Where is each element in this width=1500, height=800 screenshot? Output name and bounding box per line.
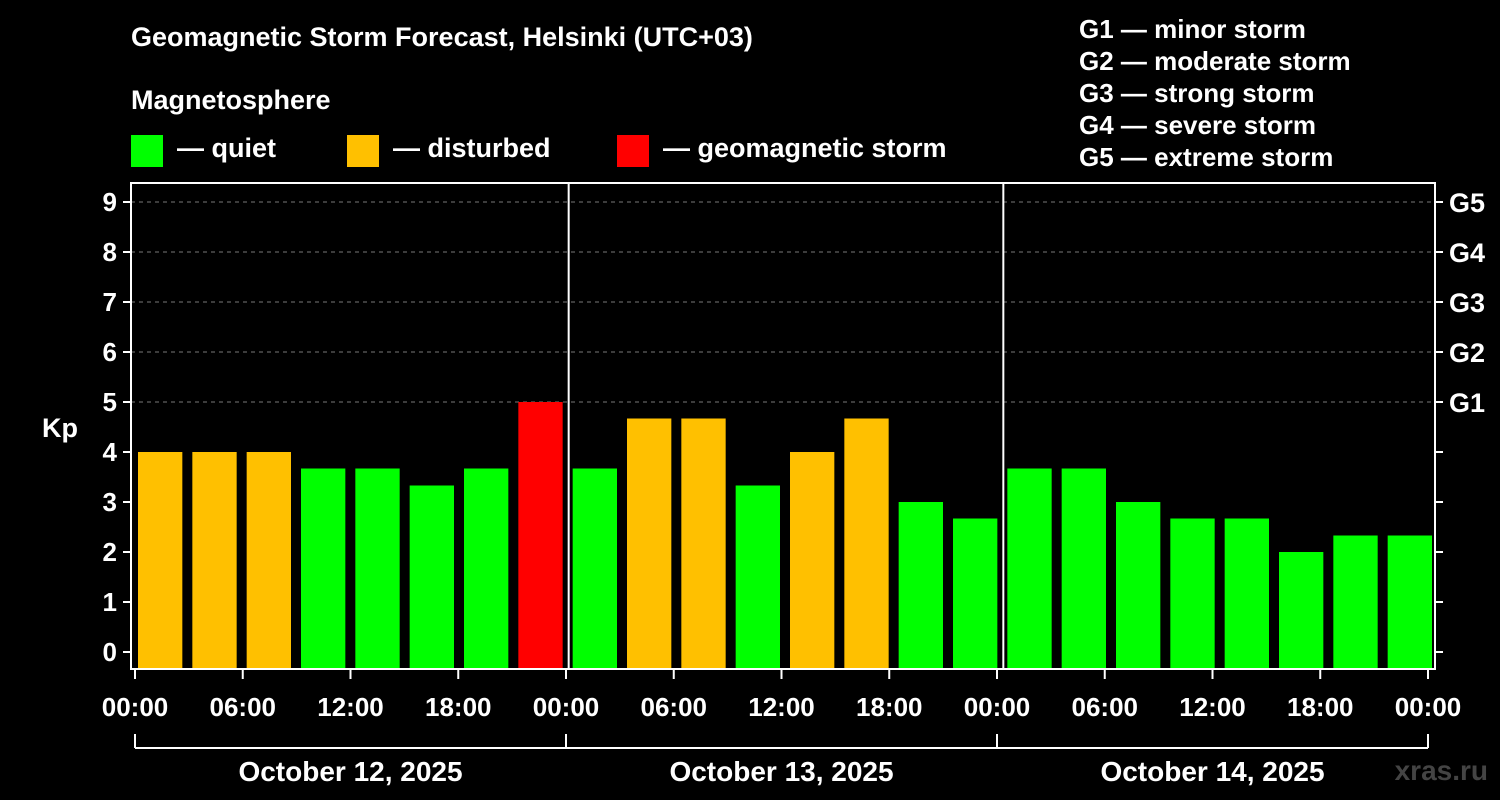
- x-tick-label: 06:00: [641, 692, 708, 722]
- kp-bar: [681, 418, 726, 669]
- kp-bar: [1387, 535, 1432, 669]
- x-tick-label: 18:00: [856, 692, 923, 722]
- x-tick-label: 00:00: [964, 692, 1031, 722]
- g-scale-g1: G1 — minor storm: [1079, 14, 1306, 44]
- y-axis-label: Kp: [42, 413, 78, 443]
- kp-bar: [192, 452, 237, 669]
- g-level-label: G2: [1449, 338, 1485, 368]
- watermark: xras.ru: [1394, 755, 1488, 786]
- legend-swatch-storm: [617, 135, 649, 167]
- kp-bar: [1007, 468, 1052, 669]
- y-tick-label: 4: [103, 437, 118, 467]
- kp-bar: [735, 485, 780, 669]
- g-level-label: G3: [1449, 288, 1485, 318]
- day-label: October 13, 2025: [669, 756, 893, 787]
- kp-bar: [301, 468, 346, 669]
- x-tick-label: 18:00: [425, 692, 492, 722]
- kp-bar: [1224, 518, 1269, 669]
- magnetosphere-title: Magnetosphere: [131, 85, 331, 115]
- kp-bar: [953, 518, 998, 669]
- g-scale-g3: G3 — strong storm: [1079, 78, 1315, 108]
- y-tick-label: 1: [103, 587, 117, 617]
- legend-label-quiet: — quiet: [177, 133, 276, 163]
- y-tick-label: 2: [103, 537, 117, 567]
- y-tick-label: 6: [103, 337, 117, 367]
- kp-bar: [1279, 552, 1324, 669]
- kp-bar: [1333, 535, 1378, 669]
- g-scale-legend: G1 — minor storm G2 — moderate storm G3 …: [1079, 13, 1351, 173]
- kp-bar: [355, 468, 400, 669]
- kp-bar: [464, 468, 509, 669]
- legend-swatch-disturbed: [347, 135, 379, 167]
- legend-swatch-quiet: [131, 135, 163, 167]
- kp-bar: [1170, 518, 1215, 669]
- day-label: October 12, 2025: [238, 756, 462, 787]
- g-level-label: G5: [1449, 188, 1485, 218]
- day-label: October 14, 2025: [1100, 756, 1324, 787]
- x-tick-label: 06:00: [210, 692, 277, 722]
- x-tick-label: 06:00: [1072, 692, 1139, 722]
- kp-bar: [790, 452, 835, 669]
- g-level-label: G4: [1449, 238, 1485, 268]
- x-tick-label: 00:00: [533, 692, 600, 722]
- chart-title: Geomagnetic Storm Forecast, Helsinki (UT…: [131, 22, 753, 52]
- kp-bar: [844, 418, 889, 669]
- x-tick-label: 12:00: [748, 692, 815, 722]
- kp-bar: [1061, 468, 1106, 669]
- y-tick-label: 9: [103, 187, 117, 217]
- x-tick-label: 00:00: [1395, 692, 1462, 722]
- kp-bar: [627, 418, 672, 669]
- kp-bar: [246, 452, 291, 669]
- g-scale-g2: G2 — moderate storm: [1079, 46, 1351, 76]
- g-level-label: G1: [1449, 388, 1485, 418]
- y-tick-label: 0: [103, 637, 117, 667]
- y-tick-label: 8: [103, 237, 117, 267]
- kp-bar: [898, 502, 943, 669]
- y-tick-label: 5: [103, 387, 117, 417]
- legend-label-storm: — geomagnetic storm: [663, 133, 947, 163]
- kp-bar: [572, 468, 617, 669]
- x-tick-label: 00:00: [102, 692, 169, 722]
- plot-frame: [130, 182, 1436, 670]
- x-tick-label: 12:00: [317, 692, 384, 722]
- x-tick-label: 12:00: [1179, 692, 1246, 722]
- kp-bar: [1116, 502, 1161, 669]
- y-tick-label: 7: [103, 287, 117, 317]
- x-tick-label: 18:00: [1287, 692, 1354, 722]
- kp-bar: [518, 402, 563, 669]
- g-scale-g4: G4 — severe storm: [1079, 110, 1317, 140]
- g-scale-g5: G5 — extreme storm: [1079, 142, 1334, 172]
- kp-bar: [409, 485, 454, 669]
- y-tick-label: 3: [103, 487, 117, 517]
- legend-label-disturbed: — disturbed: [393, 133, 551, 163]
- kp-bar: [138, 452, 183, 669]
